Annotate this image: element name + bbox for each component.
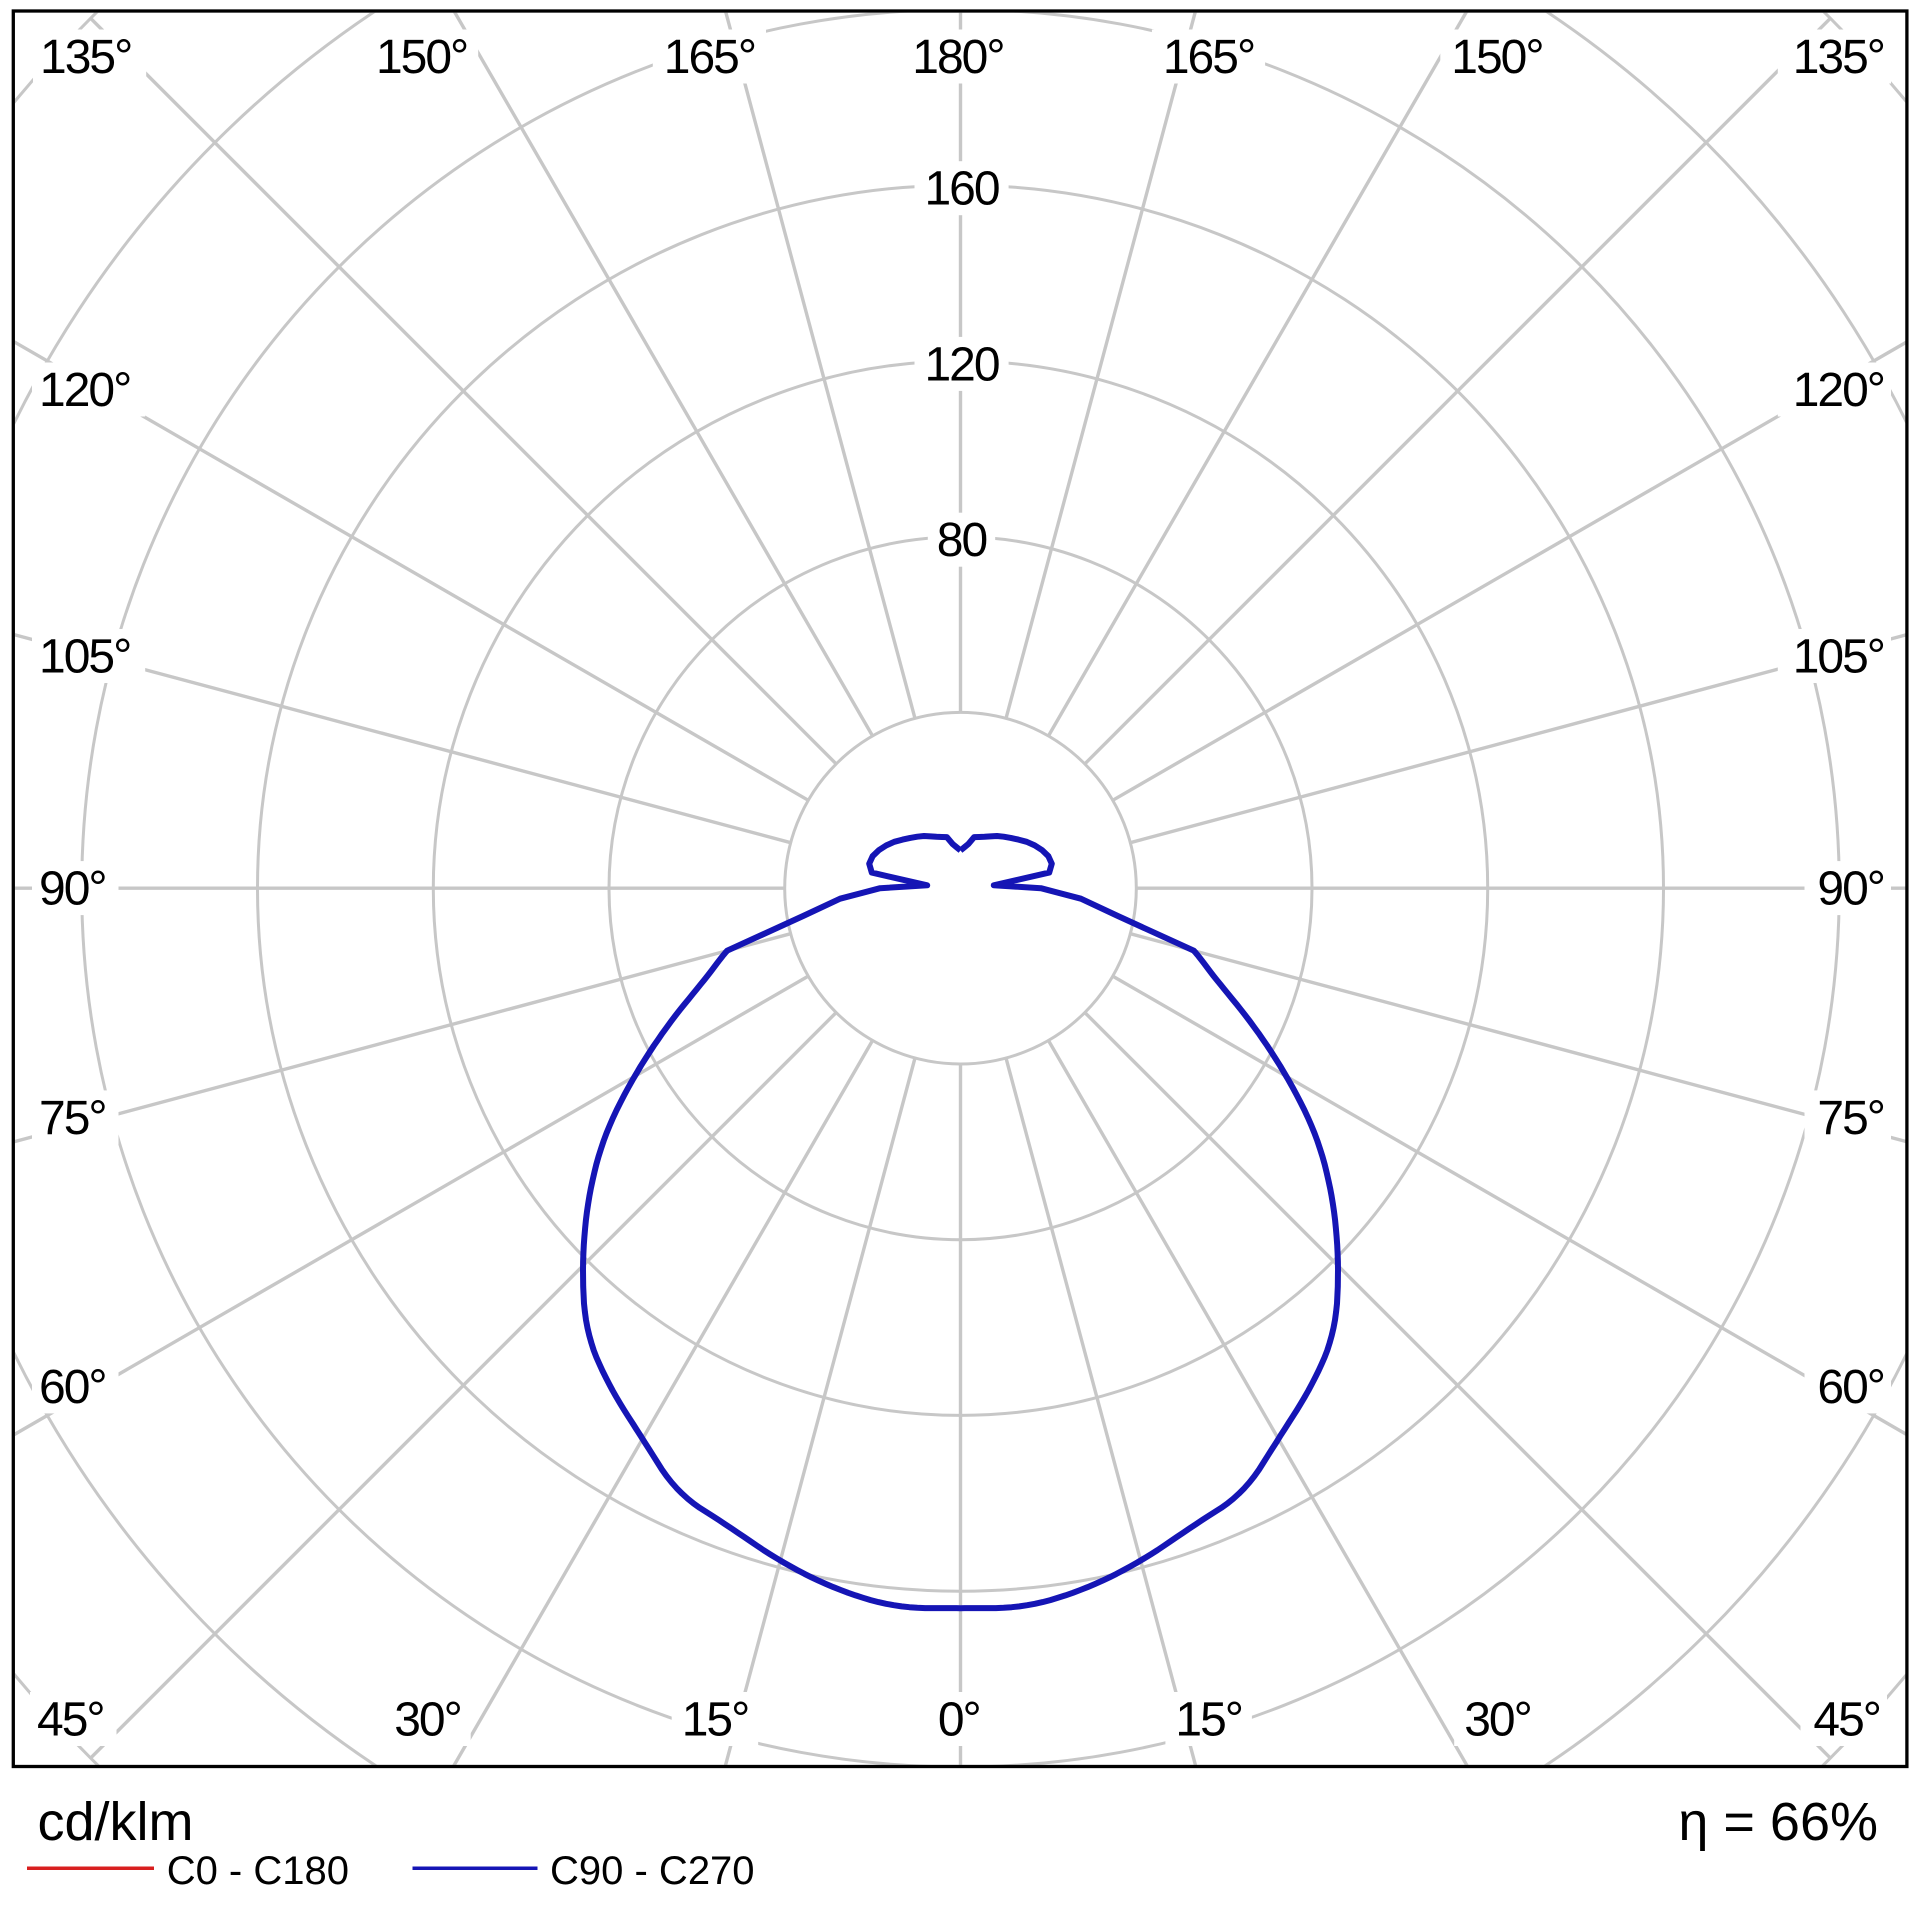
- svg-text:45°: 45°: [37, 1694, 104, 1747]
- svg-text:30°: 30°: [1464, 1694, 1531, 1747]
- svg-text:cd/klm: cd/klm: [38, 1792, 194, 1852]
- svg-text:120: 120: [924, 338, 998, 391]
- svg-text:η = 66%: η = 66%: [1678, 1792, 1878, 1852]
- svg-text:180°: 180°: [912, 31, 1003, 84]
- svg-text:135°: 135°: [40, 31, 131, 84]
- svg-text:15°: 15°: [682, 1694, 749, 1747]
- svg-text:60°: 60°: [39, 1361, 106, 1414]
- svg-text:160: 160: [924, 163, 998, 216]
- svg-text:30°: 30°: [394, 1694, 461, 1747]
- svg-text:120°: 120°: [39, 364, 130, 417]
- svg-text:165°: 165°: [664, 31, 755, 84]
- svg-text:75°: 75°: [39, 1092, 106, 1145]
- svg-text:150°: 150°: [376, 31, 467, 84]
- svg-text:45°: 45°: [1813, 1694, 1880, 1747]
- svg-text:15°: 15°: [1175, 1694, 1242, 1747]
- svg-text:90°: 90°: [1817, 863, 1884, 916]
- svg-text:165°: 165°: [1163, 31, 1254, 84]
- svg-text:80: 80: [937, 514, 987, 567]
- svg-text:C90 - C270: C90 - C270: [550, 1849, 755, 1893]
- svg-text:90°: 90°: [39, 863, 106, 916]
- svg-text:120°: 120°: [1793, 364, 1884, 417]
- svg-text:105°: 105°: [39, 631, 130, 684]
- svg-text:75°: 75°: [1817, 1092, 1884, 1145]
- svg-text:105°: 105°: [1793, 631, 1884, 684]
- svg-text:150°: 150°: [1451, 31, 1542, 84]
- svg-text:C0 - C180: C0 - C180: [167, 1849, 349, 1893]
- svg-text:0°: 0°: [938, 1694, 980, 1747]
- svg-text:135°: 135°: [1793, 31, 1884, 84]
- svg-text:60°: 60°: [1817, 1361, 1884, 1414]
